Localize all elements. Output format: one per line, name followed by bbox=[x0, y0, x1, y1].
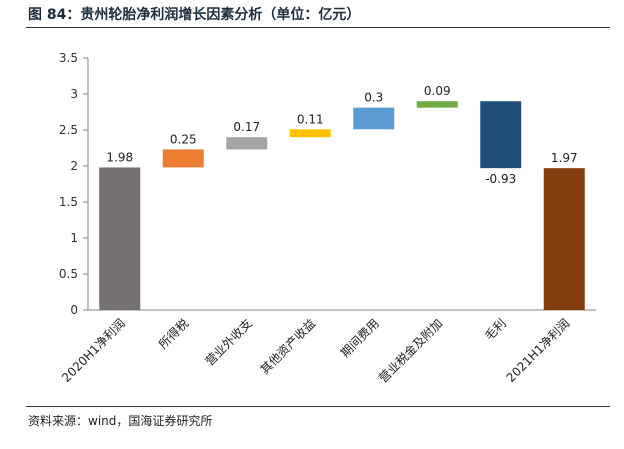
value-label: 0.11 bbox=[297, 112, 324, 126]
value-label: 0.25 bbox=[170, 132, 197, 146]
y-tick-label: 0.5 bbox=[59, 267, 78, 281]
category-label: 营业税金及附加 bbox=[375, 316, 445, 386]
bar-7 bbox=[480, 101, 522, 169]
bar-4 bbox=[289, 129, 331, 138]
category-label: 期间费用 bbox=[338, 316, 382, 360]
bar-2 bbox=[162, 149, 204, 168]
category-label: 所得税 bbox=[155, 316, 191, 352]
bar-3 bbox=[226, 137, 268, 150]
category-label: 2020H1净利润 bbox=[59, 316, 128, 385]
value-label: 0.17 bbox=[233, 120, 260, 134]
bar-6 bbox=[416, 101, 458, 108]
source-note: 资料来源：wind，国海证券研究所 bbox=[28, 414, 213, 428]
value-label: 0.09 bbox=[424, 84, 451, 98]
y-tick-label: 1.5 bbox=[59, 195, 78, 209]
y-tick-label: 2.5 bbox=[59, 123, 78, 137]
value-label: 0.3 bbox=[364, 91, 383, 105]
y-tick-label: 2 bbox=[70, 159, 78, 173]
category-label: 其他资产收益 bbox=[258, 316, 319, 377]
y-tick-label: 0 bbox=[70, 303, 78, 317]
value-label: 1.97 bbox=[551, 151, 578, 165]
bar-1 bbox=[99, 167, 141, 310]
y-tick-label: 1 bbox=[70, 231, 78, 245]
category-label: 毛利 bbox=[482, 316, 509, 343]
value-label: 1.98 bbox=[106, 150, 133, 164]
category-label: 营业外收支 bbox=[203, 316, 255, 368]
bar-8 bbox=[543, 168, 585, 310]
figure-title: 图 84：贵州轮胎净利润增长因素分析（单位：亿元） bbox=[28, 7, 361, 23]
title-divider bbox=[26, 27, 610, 28]
bar-5 bbox=[353, 107, 395, 130]
y-tick-label: 3.5 bbox=[59, 51, 78, 65]
y-tick-label: 3 bbox=[70, 87, 78, 101]
value-label: -0.93 bbox=[485, 172, 516, 186]
source-divider bbox=[26, 406, 610, 407]
category-label: 2021H1净利润 bbox=[504, 316, 573, 385]
